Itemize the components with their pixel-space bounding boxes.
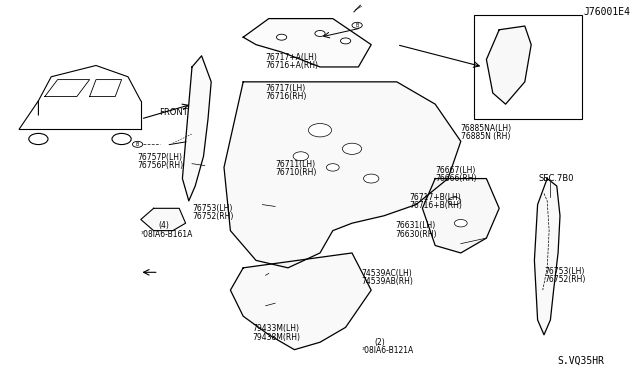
Text: 76710(RH): 76710(RH) — [275, 168, 317, 177]
Polygon shape — [230, 253, 371, 350]
Text: 76711(LH): 76711(LH) — [275, 160, 316, 169]
Text: (4): (4) — [159, 221, 170, 230]
Text: 76753(LH): 76753(LH) — [192, 204, 232, 213]
Text: 76753(LH): 76753(LH) — [544, 267, 584, 276]
Text: 76752(RH): 76752(RH) — [544, 275, 586, 284]
Text: B: B — [355, 23, 359, 28]
Text: 76666(RH): 76666(RH) — [435, 174, 477, 183]
Text: 76717(LH): 76717(LH) — [266, 84, 306, 93]
Bar — [474, 15, 582, 119]
Text: 76716+A(RH): 76716+A(RH) — [266, 61, 319, 70]
Text: 76885NA(LH): 76885NA(LH) — [461, 124, 512, 132]
Text: 74539AC(LH): 74539AC(LH) — [362, 269, 412, 278]
Text: 76630(RH): 76630(RH) — [396, 230, 437, 239]
Text: 76667(LH): 76667(LH) — [435, 166, 476, 174]
Circle shape — [340, 38, 351, 44]
Circle shape — [326, 164, 339, 171]
Polygon shape — [422, 179, 499, 253]
Polygon shape — [182, 56, 211, 201]
Text: 76757P(LH): 76757P(LH) — [138, 153, 182, 161]
Text: 76756P(RH): 76756P(RH) — [138, 161, 184, 170]
Text: 76716+B(RH): 76716+B(RH) — [410, 201, 463, 210]
Text: 76885N (RH): 76885N (RH) — [461, 132, 510, 141]
Polygon shape — [486, 26, 531, 104]
Polygon shape — [224, 82, 461, 268]
Text: 79433M(LH): 79433M(LH) — [253, 324, 300, 333]
Circle shape — [448, 197, 461, 205]
Text: ³08IA6-B121A: ³08IA6-B121A — [362, 346, 414, 355]
Text: J76001E4: J76001E4 — [584, 7, 630, 17]
Circle shape — [315, 31, 325, 36]
Text: 76717+A(LH): 76717+A(LH) — [266, 53, 317, 62]
Circle shape — [293, 152, 308, 161]
Text: ³08IA6-B161A: ³08IA6-B161A — [141, 230, 193, 239]
Text: 74539AB(RH): 74539AB(RH) — [362, 277, 413, 286]
Text: B: B — [136, 142, 140, 147]
Text: (2): (2) — [374, 338, 385, 347]
Circle shape — [364, 174, 379, 183]
Text: S.VQ35HR: S.VQ35HR — [558, 355, 605, 365]
Circle shape — [308, 124, 332, 137]
Text: SEC.7B0: SEC.7B0 — [539, 174, 574, 183]
Text: FRONT: FRONT — [159, 108, 188, 117]
Circle shape — [342, 143, 362, 154]
Text: 76752(RH): 76752(RH) — [192, 212, 234, 221]
Circle shape — [454, 219, 467, 227]
Polygon shape — [534, 179, 560, 335]
Polygon shape — [243, 19, 371, 67]
Text: 76717+B(LH): 76717+B(LH) — [410, 193, 461, 202]
Polygon shape — [141, 208, 186, 231]
Text: 79438M(RH): 79438M(RH) — [253, 333, 301, 342]
Text: 76631(LH): 76631(LH) — [396, 221, 436, 230]
Text: 76716(RH): 76716(RH) — [266, 92, 307, 101]
Circle shape — [276, 34, 287, 40]
